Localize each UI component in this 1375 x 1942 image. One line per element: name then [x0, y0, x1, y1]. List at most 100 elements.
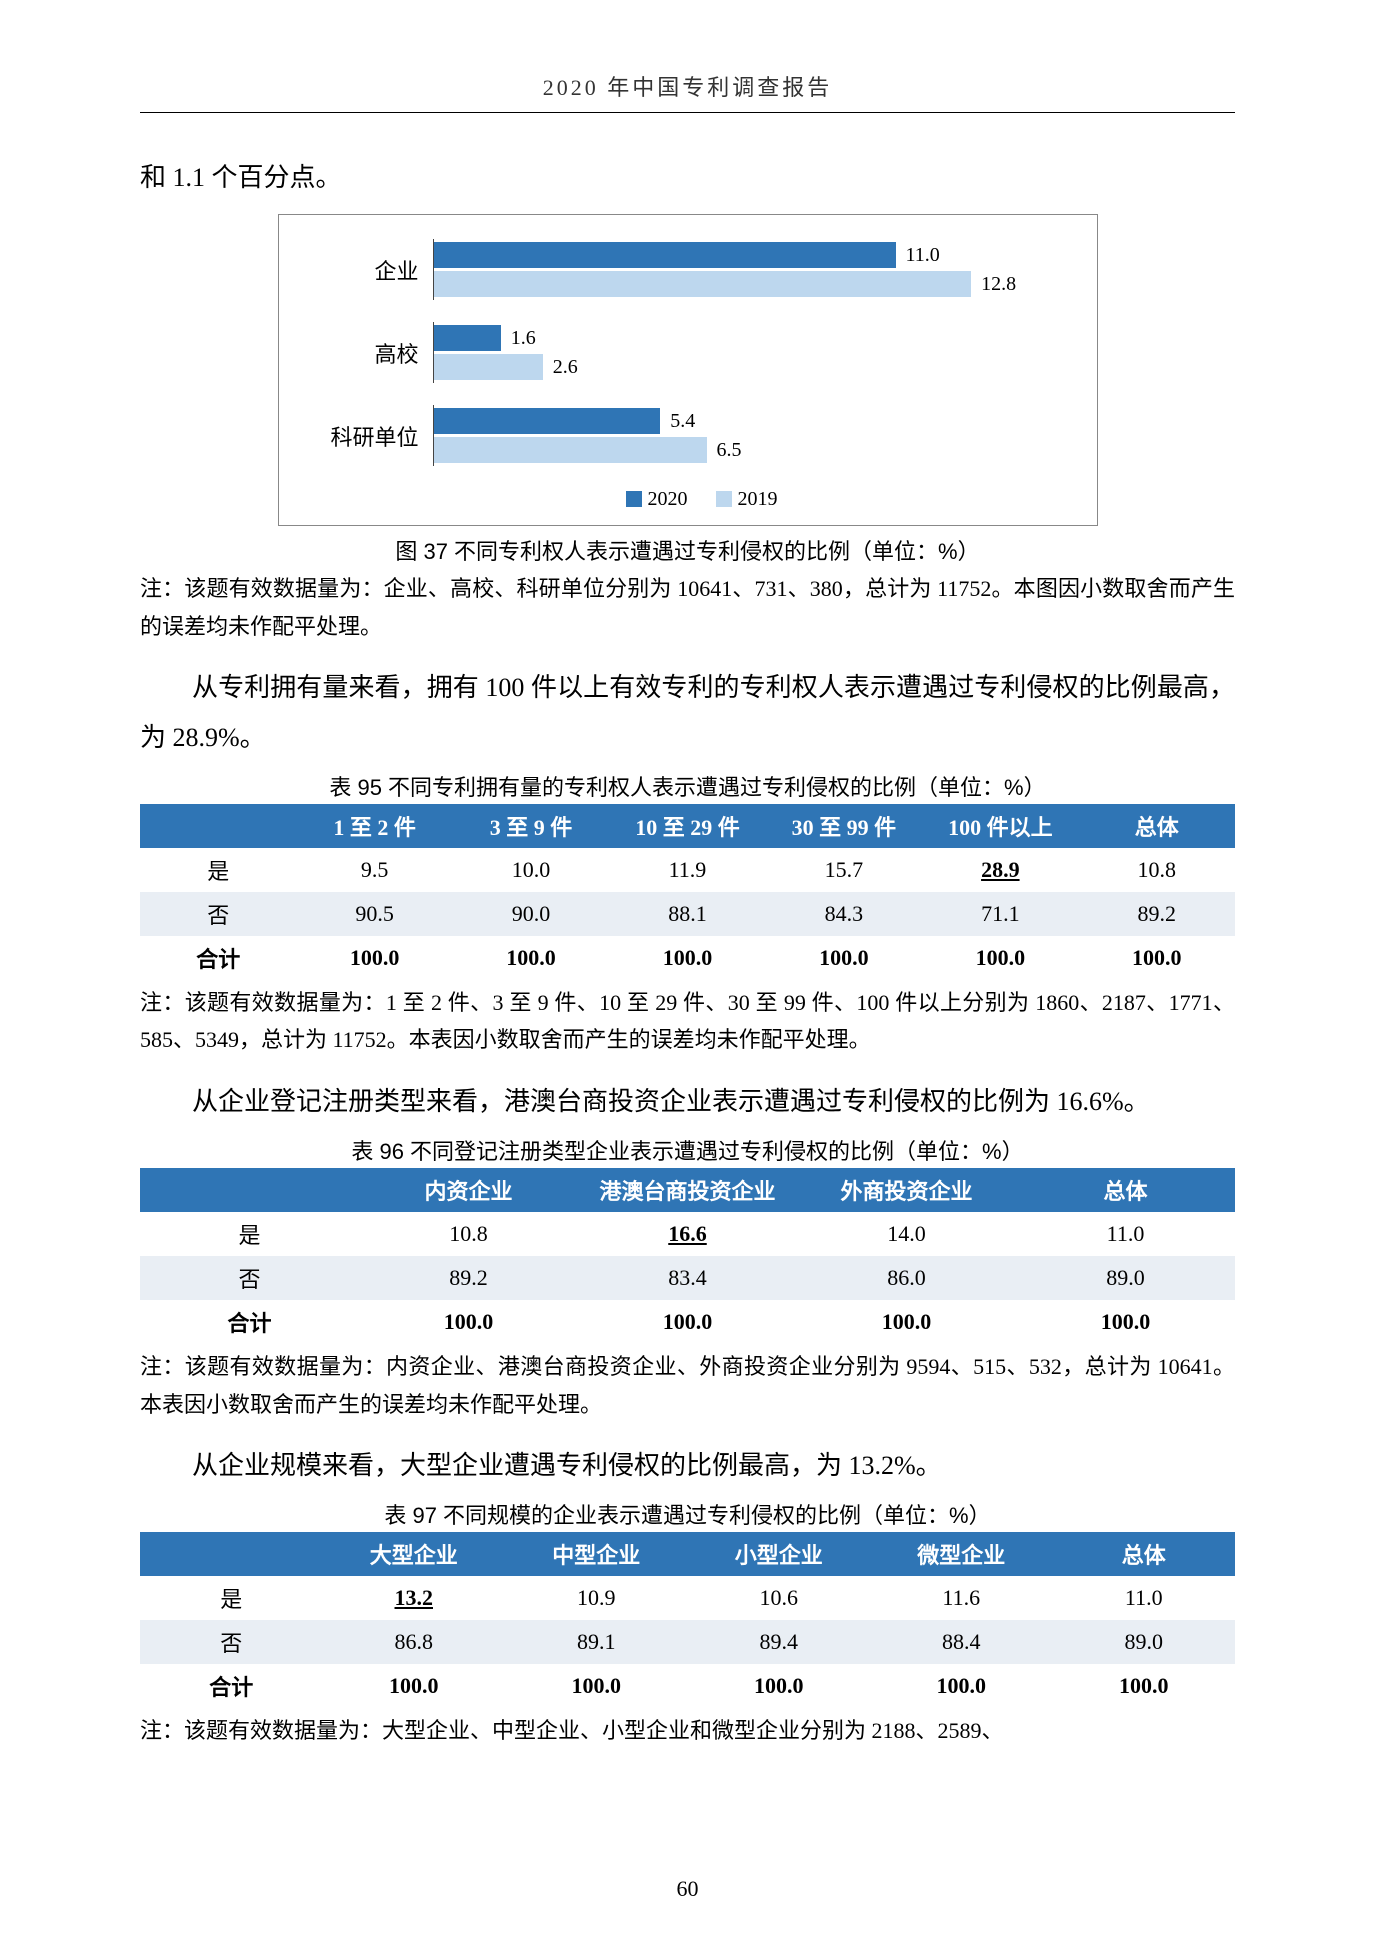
table-row-label: 否	[140, 1256, 359, 1300]
table-cell: 100.0	[296, 936, 452, 980]
chart-bar-line: 2.6	[434, 354, 1067, 380]
chart-bar	[434, 271, 972, 297]
table-row: 否90.590.088.184.371.189.2	[140, 892, 1235, 936]
table-row-label: 合计	[140, 1300, 359, 1344]
table-row: 否89.283.486.089.0	[140, 1256, 1235, 1300]
table-cell: 100.0	[1053, 1664, 1236, 1708]
chart-bar	[434, 437, 707, 463]
table-cell: 11.9	[609, 848, 765, 892]
table-cell: 90.5	[296, 892, 452, 936]
table-cell: 9.5	[296, 848, 452, 892]
figure-37-caption: 图 37 不同专利权人表示遭遇过专利侵权的比例（单位：%）	[140, 534, 1235, 566]
figure-37-note: 注：该题有效数据量为：企业、高校、科研单位分别为 10641、731、380，总…	[140, 570, 1235, 645]
chart-bar-value: 5.4	[670, 410, 695, 433]
table-header-cell: 10 至 29 件	[609, 804, 765, 848]
table-header-cell	[140, 1168, 359, 1212]
data-table: 大型企业中型企业小型企业微型企业总体是13.210.910.611.611.0否…	[140, 1532, 1235, 1708]
page-number: 60	[0, 1876, 1375, 1902]
table-cell: 86.0	[797, 1256, 1016, 1300]
chart-bar-line: 11.0	[434, 242, 1067, 268]
table-row-label: 否	[140, 1620, 323, 1664]
table-row: 是10.8 16.6 14.011.0	[140, 1212, 1235, 1256]
chart-bar-value: 6.5	[717, 439, 742, 462]
table-cell: 100.0	[870, 1664, 1053, 1708]
chart-category-label: 高校	[309, 337, 433, 369]
table-cell: 100.0	[323, 1664, 506, 1708]
table-cell: 11.6	[870, 1576, 1053, 1620]
chart-bar-group: 11.0 12.8	[433, 239, 1067, 300]
table-cell: 88.4	[870, 1620, 1053, 1664]
table-header-cell: 外商投资企业	[797, 1168, 1016, 1212]
table-row-label: 是	[140, 1212, 359, 1256]
table-row: 否86.889.189.488.489.0	[140, 1620, 1235, 1664]
table-95-caption: 表 95 不同专利拥有量的专利权人表示遭遇过专利侵权的比例（单位：%）	[140, 770, 1235, 802]
chart-category-label: 科研单位	[309, 420, 433, 452]
table-95: 1 至 2 件3 至 9 件10 至 29 件30 至 99 件100 件以上总…	[140, 804, 1235, 980]
table-row-label: 是	[140, 1576, 323, 1620]
data-table: 内资企业港澳台商投资企业外商投资企业总体是10.816.614.011.0否89…	[140, 1168, 1235, 1344]
chart-bar-group: 1.62.6	[433, 322, 1067, 383]
table-cell: 10.8	[1079, 848, 1235, 892]
highlighted-value: 28.9	[981, 857, 1020, 882]
table-cell: 14.0	[797, 1212, 1016, 1256]
table-row: 合计100.0100.0100.0100.0	[140, 1300, 1235, 1344]
table-cell: 89.0	[1053, 1620, 1236, 1664]
table-cell: 89.2	[359, 1256, 578, 1300]
table-cell: 88.1	[609, 892, 765, 936]
paragraph-2: 从企业登记注册类型来看，港澳台商投资企业表示遭遇过专利侵权的比例为 16.6%。	[140, 1077, 1235, 1126]
table-97-caption: 表 97 不同规模的企业表示遭遇过专利侵权的比例（单位：%）	[140, 1498, 1235, 1530]
highlighted-value: 13.2	[395, 1585, 434, 1610]
table-cell: 11.0	[1053, 1576, 1236, 1620]
table-cell: 10.8	[359, 1212, 578, 1256]
table-cell: 89.2	[1079, 892, 1235, 936]
chart-bar-line: 5.4	[434, 408, 1067, 434]
table-cell: 90.0	[453, 892, 609, 936]
paragraph-1: 从专利拥有量来看，拥有 100 件以上有效专利的专利权人表示遭遇过专利侵权的比例…	[140, 663, 1235, 762]
chart-bar-line: 1.6	[434, 325, 1067, 351]
table-cell: 16.6	[578, 1212, 797, 1256]
table-cell: 84.3	[766, 892, 922, 936]
chart-legend: 20202019	[309, 488, 1067, 511]
chart-bar	[434, 242, 896, 268]
table-96-caption: 表 96 不同登记注册类型企业表示遭遇过专利侵权的比例（单位：%）	[140, 1134, 1235, 1166]
table-95-note: 注：该题有效数据量为：1 至 2 件、3 至 9 件、10 至 29 件、30 …	[140, 984, 1235, 1059]
table-cell: 100.0	[578, 1300, 797, 1344]
table-cell: 11.0	[1016, 1212, 1235, 1256]
table-row: 是9.510.011.915.728.910.8	[140, 848, 1235, 892]
chart-bar-value: 12.8	[981, 273, 1016, 296]
table-cell: 89.4	[688, 1620, 871, 1664]
table-cell: 89.0	[1016, 1256, 1235, 1300]
table-header-cell: 港澳台商投资企业	[578, 1168, 797, 1212]
table-cell: 100.0	[359, 1300, 578, 1344]
table-cell: 89.1	[505, 1620, 688, 1664]
figure-37-chart: 企业11.012.8高校1.62.6科研单位5.46.520202019	[278, 214, 1098, 526]
paragraph-3: 从企业规模来看，大型企业遭遇专利侵权的比例最高，为 13.2%。	[140, 1441, 1235, 1490]
table-header-cell	[140, 1532, 323, 1576]
data-table: 1 至 2 件3 至 9 件10 至 29 件30 至 99 件100 件以上总…	[140, 804, 1235, 980]
chart-category-row: 企业11.012.8	[309, 239, 1067, 300]
table-cell: 100.0	[453, 936, 609, 980]
table-header-row: 1 至 2 件3 至 9 件10 至 29 件30 至 99 件100 件以上总…	[140, 804, 1235, 848]
table-cell: 100.0	[766, 936, 922, 980]
chart-category-row: 高校1.62.6	[309, 322, 1067, 383]
table-header-cell: 30 至 99 件	[766, 804, 922, 848]
table-cell: 100.0	[505, 1664, 688, 1708]
chart-bar	[434, 408, 661, 434]
table-header-cell: 中型企业	[505, 1532, 688, 1576]
table-header-cell: 总体	[1016, 1168, 1235, 1212]
chart-bar	[434, 325, 501, 351]
chart-bar-line: 12.8	[434, 271, 1067, 297]
table-header-cell: 1 至 2 件	[296, 804, 452, 848]
chart-bar-group: 5.4 6.5	[433, 405, 1067, 466]
intro-line: 和 1.1 个百分点。	[140, 153, 1235, 202]
legend-swatch	[716, 491, 732, 507]
table-cell: 13.2	[323, 1576, 506, 1620]
chart-bar-line: 6.5	[434, 437, 1067, 463]
highlighted-value: 16.6	[668, 1221, 707, 1246]
table-header-row: 大型企业中型企业小型企业微型企业总体	[140, 1532, 1235, 1576]
table-cell: 100.0	[922, 936, 1078, 980]
running-header: 2020 年中国专利调查报告	[140, 70, 1235, 102]
table-row: 合计100.0100.0100.0100.0100.0100.0	[140, 936, 1235, 980]
table-row-label: 否	[140, 892, 296, 936]
table-cell: 71.1	[922, 892, 1078, 936]
